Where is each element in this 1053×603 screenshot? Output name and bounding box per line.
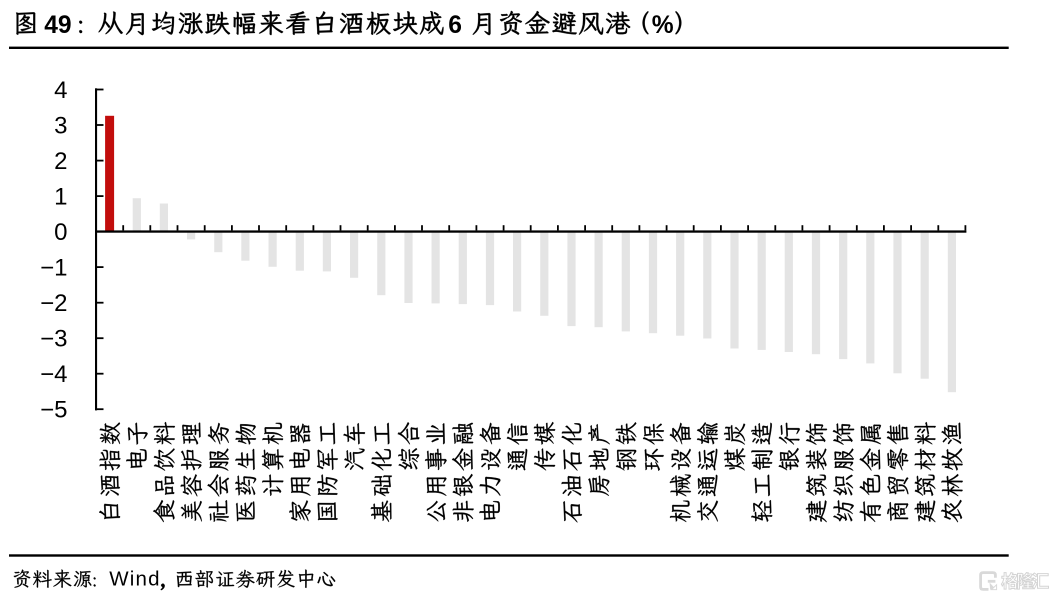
svg-text:2: 2 [54,148,67,175]
svg-text:−1: −1 [40,254,67,281]
svg-text:0: 0 [54,219,67,246]
svg-text:−5: −5 [40,397,67,424]
svg-text:−3: −3 [40,325,67,352]
svg-text:3: 3 [54,112,67,139]
svg-text:6: 6 [448,12,462,39]
svg-text:Wind: Wind [109,568,161,591]
svg-text:%: % [652,12,674,39]
svg-text:−2: −2 [40,290,67,317]
svg-text:49: 49 [44,12,71,39]
svg-text:1: 1 [54,183,67,210]
svg-text:4: 4 [54,77,67,104]
svg-text:−4: −4 [40,361,67,388]
